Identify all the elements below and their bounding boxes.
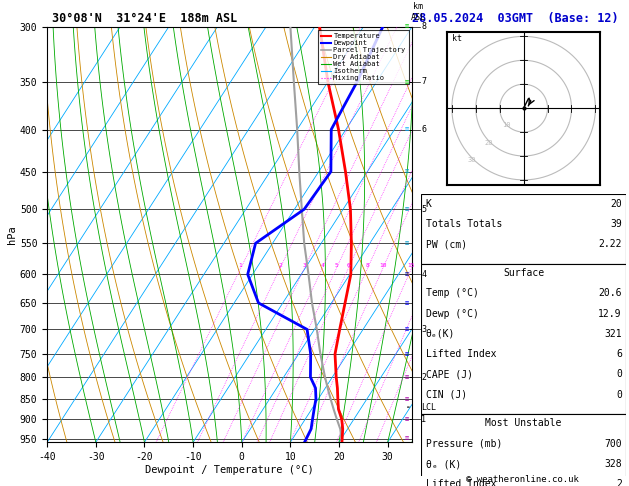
Bar bbox=[421, 194, 626, 264]
Text: 8: 8 bbox=[365, 263, 369, 268]
Text: ≡: ≡ bbox=[404, 24, 409, 30]
Text: 328: 328 bbox=[604, 459, 621, 469]
Text: 5: 5 bbox=[421, 205, 426, 214]
Text: LCL: LCL bbox=[421, 402, 437, 412]
Y-axis label: hPa: hPa bbox=[7, 225, 17, 244]
X-axis label: Dewpoint / Temperature (°C): Dewpoint / Temperature (°C) bbox=[145, 465, 314, 475]
Text: ≡: ≡ bbox=[404, 351, 409, 357]
Text: ≡: ≡ bbox=[404, 271, 409, 278]
Text: Temp (°C): Temp (°C) bbox=[426, 288, 479, 298]
Text: 10: 10 bbox=[502, 122, 511, 128]
Text: 2.22: 2.22 bbox=[598, 239, 621, 249]
Text: 4: 4 bbox=[421, 270, 426, 279]
Text: 30: 30 bbox=[468, 157, 476, 163]
Text: ≡: ≡ bbox=[404, 327, 409, 332]
Text: km
ASL: km ASL bbox=[411, 2, 426, 22]
Text: 0: 0 bbox=[616, 390, 621, 400]
Text: ≡: ≡ bbox=[404, 126, 409, 133]
Text: 30°08'N  31°24'E  188m ASL: 30°08'N 31°24'E 188m ASL bbox=[52, 12, 237, 25]
Text: 0: 0 bbox=[616, 369, 621, 380]
Text: 4: 4 bbox=[320, 263, 324, 268]
Text: PW (cm): PW (cm) bbox=[426, 239, 467, 249]
Text: 1: 1 bbox=[239, 263, 243, 268]
Text: 28.05.2024  03GMT  (Base: 12): 28.05.2024 03GMT (Base: 12) bbox=[413, 12, 619, 25]
Text: Pressure (mb): Pressure (mb) bbox=[426, 439, 502, 449]
Text: 6: 6 bbox=[616, 349, 621, 359]
Text: CIN (J): CIN (J) bbox=[426, 390, 467, 400]
Text: θₑ(K): θₑ(K) bbox=[426, 329, 455, 339]
Text: 6: 6 bbox=[347, 263, 350, 268]
Bar bbox=[421, 264, 626, 414]
Text: © weatheronline.co.uk: © weatheronline.co.uk bbox=[465, 474, 579, 484]
Text: 39: 39 bbox=[610, 219, 621, 229]
Text: 1: 1 bbox=[421, 415, 426, 424]
Text: ≡: ≡ bbox=[404, 374, 409, 380]
Text: Totals Totals: Totals Totals bbox=[426, 219, 502, 229]
Text: Surface: Surface bbox=[503, 268, 544, 278]
Text: 2: 2 bbox=[278, 263, 282, 268]
Text: 15: 15 bbox=[408, 263, 415, 268]
Text: ≡: ≡ bbox=[404, 79, 409, 85]
Text: ≡: ≡ bbox=[404, 300, 409, 306]
Text: ≡: ≡ bbox=[404, 206, 409, 212]
Text: 20: 20 bbox=[610, 199, 621, 208]
Text: Dewp (°C): Dewp (°C) bbox=[426, 309, 479, 318]
Text: 20.6: 20.6 bbox=[598, 288, 621, 298]
Text: Most Unstable: Most Unstable bbox=[486, 418, 562, 429]
Text: 5: 5 bbox=[335, 263, 338, 268]
Text: 12.9: 12.9 bbox=[598, 309, 621, 318]
Text: 3: 3 bbox=[303, 263, 306, 268]
Text: 7: 7 bbox=[421, 77, 426, 87]
Text: 3: 3 bbox=[421, 325, 426, 334]
Text: 8: 8 bbox=[421, 22, 426, 31]
Text: 20: 20 bbox=[485, 139, 493, 146]
Text: Lifted Index: Lifted Index bbox=[426, 479, 496, 486]
Text: K: K bbox=[426, 199, 431, 208]
Text: ≡: ≡ bbox=[404, 396, 409, 402]
Legend: Temperature, Dewpoint, Parcel Trajectory, Dry Adiabat, Wet Adiabat, Isotherm, Mi: Temperature, Dewpoint, Parcel Trajectory… bbox=[318, 30, 408, 84]
Text: ≡: ≡ bbox=[404, 240, 409, 246]
Text: 700: 700 bbox=[604, 439, 621, 449]
Text: 2: 2 bbox=[616, 479, 621, 486]
Text: 6: 6 bbox=[421, 125, 426, 134]
Text: Lifted Index: Lifted Index bbox=[426, 349, 496, 359]
Text: CAPE (J): CAPE (J) bbox=[426, 369, 472, 380]
Bar bbox=[421, 414, 626, 486]
Text: 10: 10 bbox=[379, 263, 387, 268]
Text: ≡: ≡ bbox=[404, 435, 409, 441]
Text: 321: 321 bbox=[604, 329, 621, 339]
Text: kt: kt bbox=[452, 34, 462, 43]
Text: ≡: ≡ bbox=[404, 169, 409, 174]
Text: ≡: ≡ bbox=[404, 416, 409, 422]
Text: θₑ (K): θₑ (K) bbox=[426, 459, 461, 469]
Text: 2: 2 bbox=[421, 373, 426, 382]
